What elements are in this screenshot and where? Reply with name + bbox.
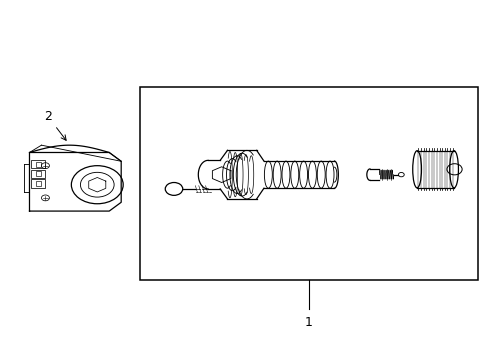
- Bar: [31, 160, 45, 168]
- Text: 1: 1: [304, 316, 312, 329]
- Bar: [36, 171, 41, 176]
- Bar: [36, 162, 41, 167]
- Bar: [140, 87, 477, 280]
- Bar: [36, 181, 41, 186]
- Ellipse shape: [412, 151, 421, 188]
- Text: 2: 2: [44, 110, 66, 140]
- Bar: [31, 170, 45, 178]
- Bar: [31, 179, 45, 188]
